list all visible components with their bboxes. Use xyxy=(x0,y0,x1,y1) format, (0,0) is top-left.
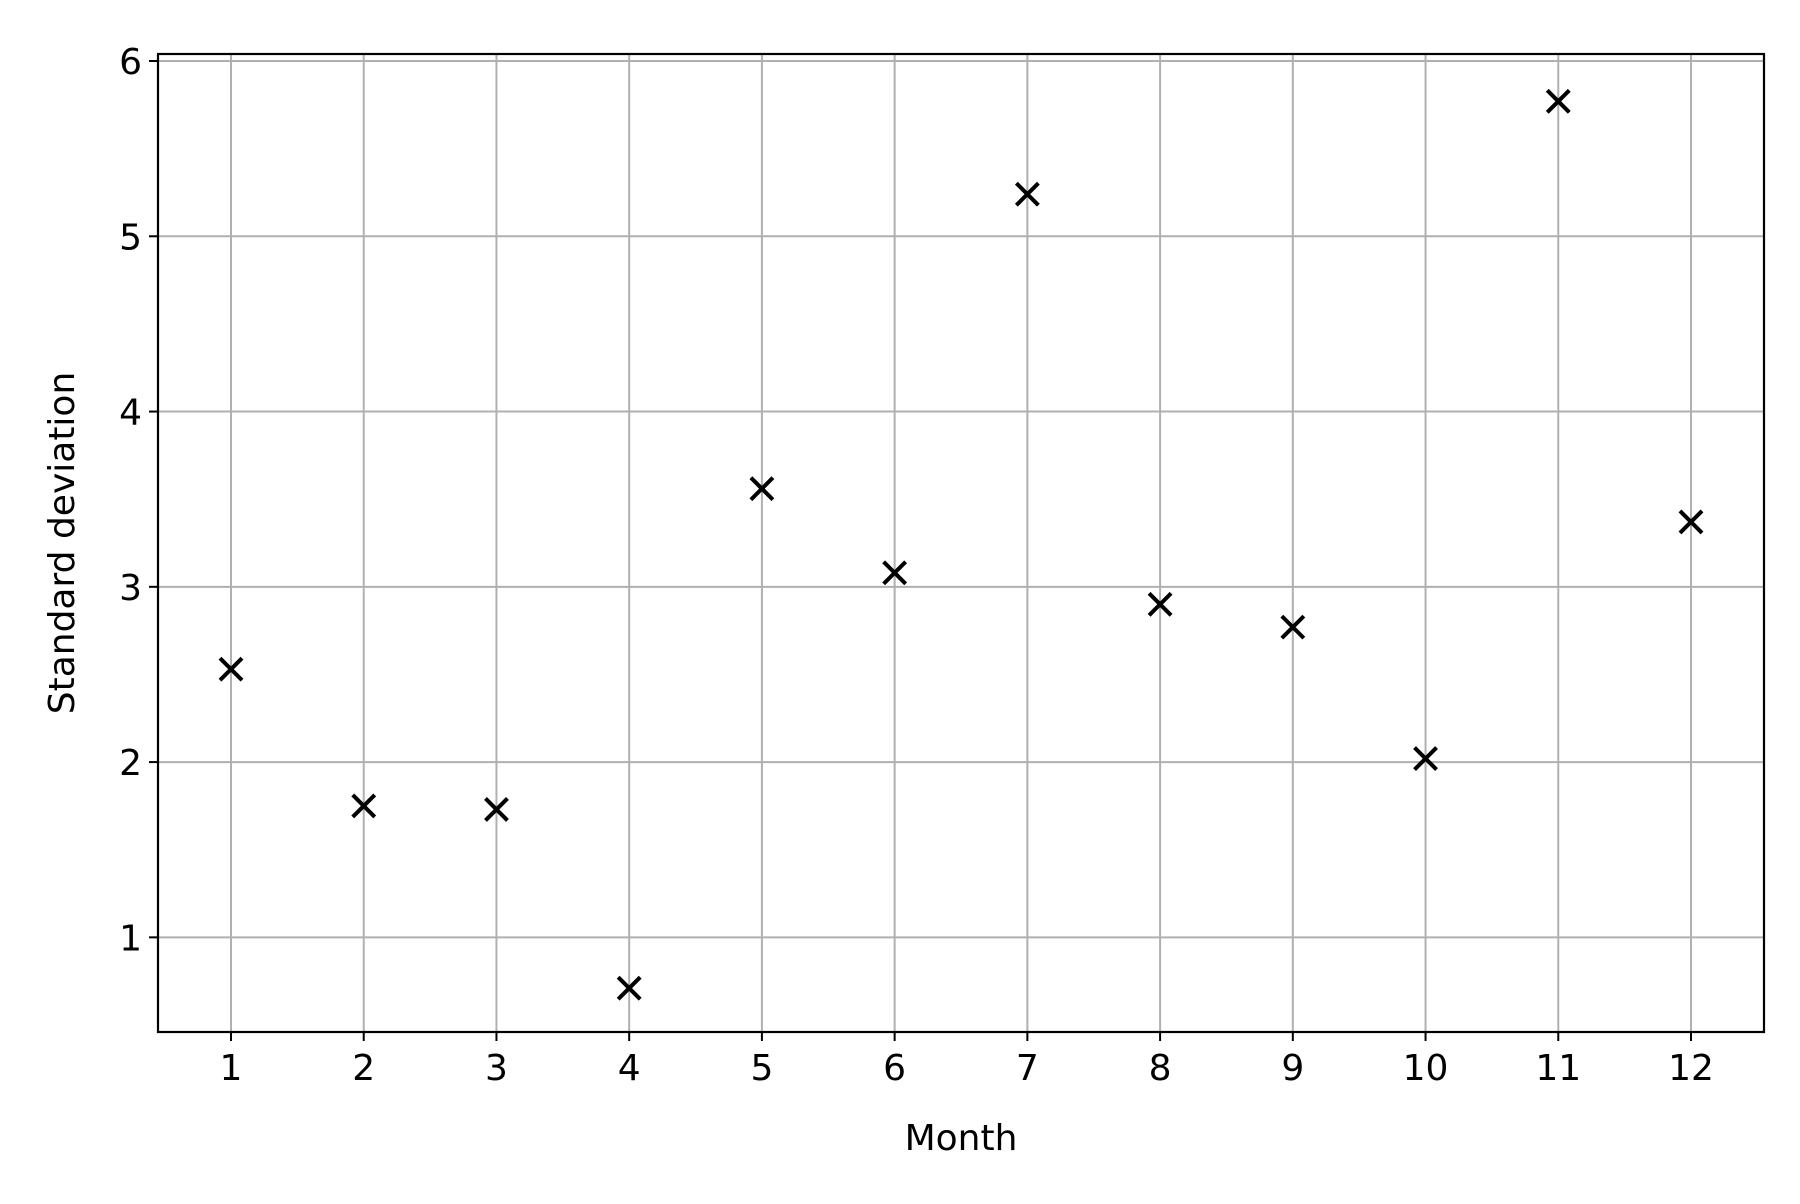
y-tick-label: 3 xyxy=(119,568,142,609)
data-point-stroke xyxy=(351,793,377,819)
x-tick-label: 4 xyxy=(618,1048,641,1089)
y-tick-label: 4 xyxy=(119,393,142,434)
data-point xyxy=(882,560,908,586)
x-tick-label: 10 xyxy=(1403,1048,1449,1089)
data-point xyxy=(1545,88,1571,114)
data-point xyxy=(1280,614,1306,640)
x-tick-label: 1 xyxy=(220,1048,243,1089)
data-point xyxy=(1014,181,1040,207)
data-point xyxy=(616,975,642,1001)
x-tick-label: 12 xyxy=(1668,1048,1714,1089)
data-point-stroke xyxy=(1014,181,1040,207)
x-tick-label: 7 xyxy=(1016,1048,1039,1089)
data-point-stroke xyxy=(1413,746,1438,771)
x-tick-label: 2 xyxy=(352,1048,375,1089)
y-axis-label: Standard deviation xyxy=(42,372,83,715)
data-point-stroke xyxy=(1147,591,1173,617)
data-point-stroke xyxy=(218,656,244,682)
data-point xyxy=(484,796,509,822)
x-tick-label: 3 xyxy=(485,1048,508,1089)
data-point-stroke xyxy=(1678,509,1704,535)
y-tick-label: 2 xyxy=(119,743,142,784)
x-tick-label: 5 xyxy=(750,1048,773,1089)
data-point xyxy=(1678,509,1704,535)
x-tick-label: 9 xyxy=(1281,1048,1304,1089)
x-tick-label: 11 xyxy=(1535,1048,1581,1089)
data-point xyxy=(351,793,377,819)
data-point xyxy=(1147,591,1173,617)
y-tick-label: 1 xyxy=(119,918,142,959)
x-tick-label: 8 xyxy=(1149,1048,1172,1089)
data-point-stroke xyxy=(1280,614,1306,640)
data-point xyxy=(749,476,775,502)
data-point-stroke xyxy=(484,796,509,822)
plot-frame xyxy=(156,52,1766,1034)
y-tick-label: 6 xyxy=(119,42,142,83)
data-point-stroke xyxy=(616,975,642,1001)
x-tick-label: 6 xyxy=(883,1048,906,1089)
data-point-stroke xyxy=(882,560,908,586)
data-point xyxy=(218,656,244,682)
data-point-stroke xyxy=(749,476,775,502)
grid xyxy=(158,54,1764,1032)
data-point xyxy=(1413,746,1438,771)
y-tick-label: 5 xyxy=(119,217,142,258)
data-points xyxy=(218,88,1704,1001)
data-point-stroke xyxy=(1545,88,1571,114)
x-axis-label: Month xyxy=(905,1118,1018,1159)
